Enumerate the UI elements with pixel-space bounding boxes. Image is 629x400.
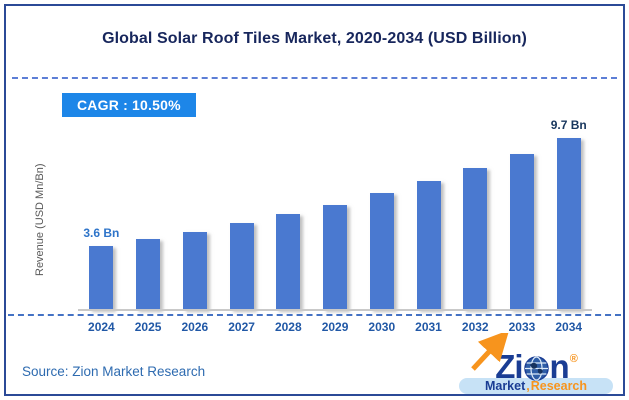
bar-cell-2025	[125, 130, 172, 310]
logo-letter-n: n	[549, 348, 570, 385]
bar-2032	[463, 168, 488, 310]
bars-row: 3.6 Bn 9.7 Bn	[78, 118, 592, 310]
bar-2028	[276, 214, 301, 310]
x-axis-label-2033: 2033	[508, 320, 536, 334]
bar-value-label-2034: 9.7 Bn	[550, 118, 587, 132]
bar-value-label-2024: 3.6 Bn	[83, 226, 120, 240]
bar-2027	[229, 223, 254, 310]
x-axis-label-2028: 2028	[274, 320, 302, 334]
bar-cell-2030	[358, 130, 405, 310]
plot-area: 3.6 Bn 9.7 Bn	[78, 118, 592, 310]
logo-comma: ,	[526, 379, 530, 393]
source-note: Source: Zion Market Research	[22, 364, 206, 379]
bar-cell-2027	[218, 130, 265, 310]
logo-wordmark: Zi n®	[459, 333, 613, 384]
bar-cell-2026	[171, 130, 218, 310]
y-axis-label: Revenue (USD Mn/Bn)	[34, 163, 46, 277]
x-axis-label-2024: 2024	[88, 320, 115, 334]
bar-cell-2033	[499, 130, 546, 310]
x-axis-baseline	[78, 309, 592, 311]
x-axis-label-2032: 2032	[461, 320, 489, 334]
bar-cell-2028	[265, 130, 312, 310]
bar-cell-2024: 3.6 Bn	[78, 130, 125, 310]
cagr-badge: CAGR : 10.50%	[62, 93, 196, 117]
globe-icon	[523, 353, 549, 387]
title-divider-dashed-line	[12, 77, 617, 79]
logo-market-text: Market	[484, 379, 526, 393]
bar-2033	[509, 154, 534, 310]
x-axis-label-2029: 2029	[321, 320, 349, 334]
bar-cell-2029	[312, 130, 359, 310]
bar-2024	[89, 246, 114, 310]
logo-letter-z: Z	[495, 348, 515, 385]
bar-2026	[182, 232, 207, 310]
bar-cell-2031	[405, 130, 452, 310]
zion-market-research-logo: Zi n® Market, Research	[459, 333, 613, 394]
bar-2034	[556, 138, 581, 310]
registered-trademark-icon: ®	[569, 353, 578, 365]
x-axis-dashed-line	[8, 314, 621, 316]
bar-cell-2034: 9.7 Bn	[545, 118, 592, 310]
x-axis-label-2025: 2025	[134, 320, 162, 334]
logo-research-text: Research	[530, 379, 588, 393]
logo-letter-i: i	[514, 348, 523, 385]
logo-band: Market, Research	[459, 378, 613, 394]
bar-2025	[136, 239, 161, 310]
bar-cell-2032	[452, 130, 499, 310]
bar-2031	[416, 181, 441, 310]
bar-2030	[369, 193, 394, 310]
bar-2029	[323, 205, 348, 310]
x-axis-label-2031: 2031	[415, 320, 442, 334]
x-axis-label-2026: 2026	[181, 320, 209, 334]
x-labels-row: 2024 2025 2026 2027 2028 2029 2030 2031 2032 2033…	[78, 320, 592, 334]
chart-title: Global Solar Roof Tiles Market, 2020-203…	[102, 30, 527, 47]
x-axis-label-2027: 2027	[228, 320, 255, 334]
x-axis-label-2030: 2030	[368, 320, 396, 334]
x-axis-label-2034: 2034	[555, 320, 583, 334]
